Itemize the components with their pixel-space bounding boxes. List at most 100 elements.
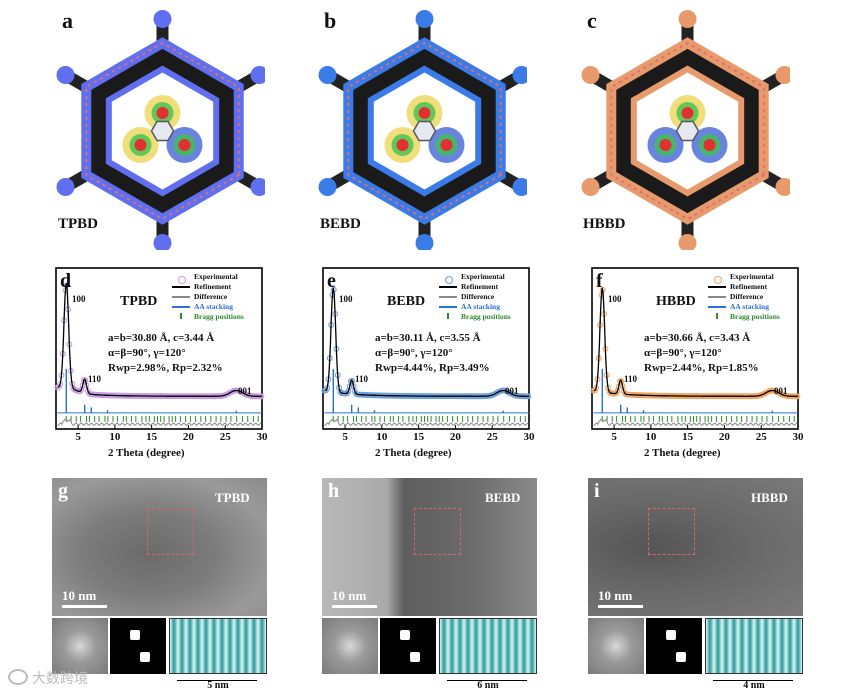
fft-inset: [322, 618, 378, 674]
fringe-distance-line: [713, 680, 793, 681]
legend-symbol: [447, 313, 449, 319]
fft-inset: [52, 618, 108, 674]
legend-entry: AA stacking: [730, 302, 769, 311]
legend-entry: Refinement: [730, 282, 768, 291]
legend-symbol: [172, 306, 190, 308]
panel-letter-h: h: [328, 480, 340, 502]
x-axis-label: 2 Theta (degree): [375, 447, 452, 459]
xrd-sample-name: TPBD: [120, 294, 158, 309]
scale-bar: [598, 605, 643, 608]
x-tick-label: 30: [792, 431, 804, 443]
bragg-positions: [65, 415, 259, 422]
tem-sample-name: BEBD: [485, 490, 521, 505]
x-tick-label: 10: [109, 431, 121, 443]
refinement-parameter: Rwp=2.98%, Rp=2.32%: [108, 362, 223, 374]
refinement-line: [324, 287, 529, 397]
xrd-plot: [590, 267, 801, 430]
fft-inset: [588, 618, 644, 674]
legend-entry: Experimental: [730, 272, 774, 281]
panel-letter-e: e: [327, 270, 336, 292]
legend-symbol: [445, 276, 453, 284]
x-tick-label: 15: [682, 431, 694, 443]
legend-entry: Bragg positions: [194, 312, 244, 321]
x-tick-label: 5: [611, 431, 617, 443]
refinement-parameter: α=β=90°, γ=120°: [375, 347, 453, 359]
x-tick-label: 30: [256, 431, 268, 443]
xrd-panel-e: [315, 262, 535, 437]
fringe-distance-label: 5 nm: [207, 680, 229, 691]
structure-name-label: HBBD: [583, 216, 626, 232]
refinement-parameter: a=b=30.80 Å, c=3.44 Å: [108, 332, 215, 344]
x-tick-label: 20: [182, 431, 194, 443]
selected-region-box: [414, 508, 461, 555]
structure-name-label: TPBD: [58, 216, 99, 232]
filtered-fft-inset: [110, 618, 166, 674]
scale-bar: [332, 605, 377, 608]
x-tick-label: 10: [645, 431, 657, 443]
peak-label-100: 100: [608, 294, 622, 304]
difference-line: [57, 418, 262, 427]
refinement-line: [57, 283, 262, 397]
legend-symbol: [439, 296, 457, 298]
x-tick-label: 20: [718, 431, 730, 443]
legend-entry: Refinement: [461, 282, 499, 291]
peak-label-001: 001: [238, 386, 252, 396]
fft-spot: [666, 630, 676, 640]
structure-name-label: BEBD: [320, 216, 361, 232]
refinement-parameter: α=β=90°, γ=120°: [644, 347, 722, 359]
fft-spot: [130, 630, 140, 640]
panel-letter-b: b: [324, 8, 337, 33]
scale-bar-label: 10 nm: [598, 588, 633, 603]
x-tick-label: 25: [486, 431, 498, 443]
scale-bar: [62, 605, 107, 608]
x-tick-label: 15: [146, 431, 158, 443]
x-tick-label: 25: [755, 431, 767, 443]
panel-letter-c: c: [587, 8, 597, 33]
legend-symbol: [180, 313, 182, 319]
x-tick-label: 25: [219, 431, 231, 443]
peak-label-110: 110: [88, 374, 102, 384]
fft-spot: [410, 652, 420, 662]
fft-spot: [140, 652, 150, 662]
peak-label-001: 001: [505, 386, 519, 396]
panel-letter-a: a: [62, 8, 73, 33]
xrd-panel-f: [584, 262, 804, 437]
legend-symbol: [178, 276, 186, 284]
aa-stacking-pattern: [57, 368, 262, 414]
legend-symbol: [708, 306, 726, 308]
panel-letter-f: f: [596, 270, 603, 292]
bragg-positions: [601, 415, 795, 422]
legend-entry: AA stacking: [461, 302, 500, 311]
scale-bar-label: 10 nm: [332, 588, 367, 603]
bragg-positions: [332, 415, 526, 422]
legend-symbol: [172, 286, 190, 288]
difference-line: [324, 418, 529, 427]
fringe-distance-label: 4 nm: [743, 680, 765, 691]
xrd-sample-name: BEBD: [387, 294, 426, 309]
peak-label-100: 100: [339, 294, 353, 304]
fringe-distance-line: [177, 680, 257, 681]
fringe-distance-label: 6 nm: [477, 680, 499, 691]
lattice-fringe-profile: [169, 618, 267, 674]
scale-bar-label: 10 nm: [62, 588, 97, 603]
x-tick-label: 30: [523, 431, 535, 443]
selected-region-box: [147, 508, 194, 555]
filtered-fft-inset: [380, 618, 436, 674]
xrd-panel-d: [48, 262, 268, 437]
legend-symbol: [708, 296, 726, 298]
panel-letter-d: d: [60, 270, 72, 292]
legend-symbol: [439, 286, 457, 288]
panel-letter-g: g: [58, 480, 68, 502]
lattice-fringe-profile: [705, 618, 803, 674]
framework-illustration: [318, 10, 531, 252]
legend-symbol: [716, 313, 718, 319]
legend-entry: Difference: [461, 292, 495, 301]
peak-label-110: 110: [355, 374, 369, 384]
peak-label-100: 100: [72, 294, 86, 304]
fft-spot: [400, 630, 410, 640]
aa-stacking-pattern: [324, 368, 529, 414]
x-tick-label: 10: [376, 431, 388, 443]
legend-entry: Experimental: [194, 272, 238, 281]
watermark: 大数跨境: [8, 668, 88, 688]
difference-line: [593, 418, 798, 427]
